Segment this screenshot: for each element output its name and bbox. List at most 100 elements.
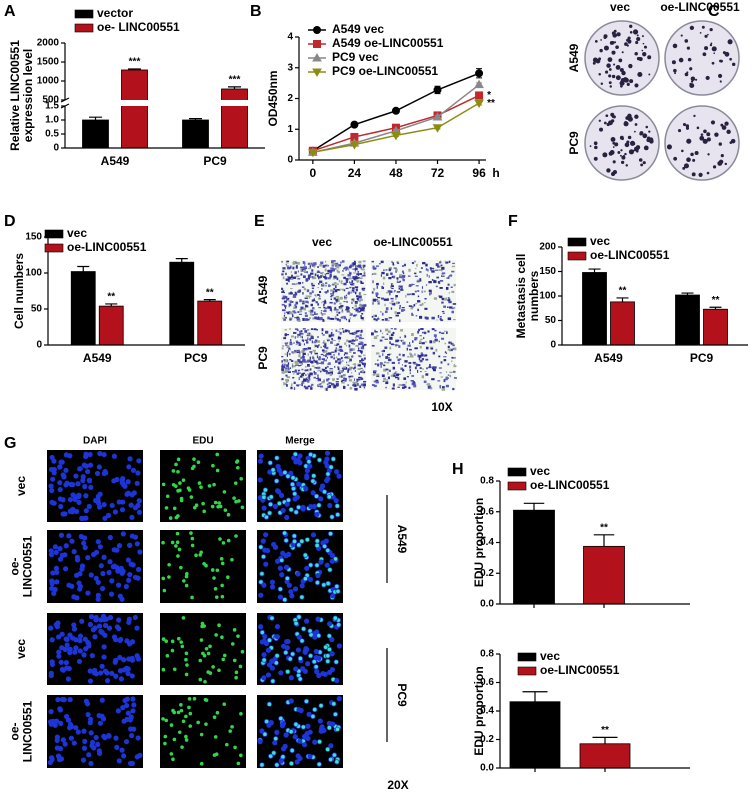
cell: [304, 312, 307, 314]
nucleus: [77, 648, 83, 654]
nucleus: [80, 477, 86, 484]
cell: [287, 345, 290, 349]
cell: [386, 361, 390, 364]
nucleus: [329, 651, 335, 657]
nucleus: [323, 538, 329, 544]
nucleus: [263, 561, 269, 567]
cell: [353, 278, 356, 281]
cell: [297, 333, 301, 336]
cell: [292, 261, 296, 265]
y-tick-label: 0.2: [480, 734, 494, 745]
cell: [336, 265, 340, 269]
cell: [358, 378, 361, 381]
cell: [284, 368, 288, 372]
cell: [294, 291, 297, 293]
colony: [611, 50, 616, 55]
row-label: LINC00551: [21, 535, 35, 597]
cell: [360, 280, 363, 283]
edu-cell: [291, 475, 295, 480]
cell: [310, 352, 313, 355]
edu-cell: [326, 581, 330, 586]
cell: [415, 285, 419, 287]
nucleus: [279, 572, 285, 578]
edu-cell: [335, 760, 339, 764]
cell: [438, 355, 441, 358]
cell: [404, 335, 407, 338]
cell: [393, 302, 396, 306]
cell: [414, 347, 418, 350]
cell: [323, 370, 327, 372]
nucleus: [336, 696, 342, 702]
nucleus: [262, 547, 268, 553]
cell: [291, 335, 294, 338]
nucleus: [50, 570, 56, 576]
cell: [377, 297, 381, 299]
cell: [330, 331, 333, 335]
cell: [443, 298, 448, 301]
edu-cell: [169, 723, 174, 727]
cell: [323, 306, 326, 309]
colony: [593, 156, 598, 161]
significance: **: [600, 522, 608, 533]
colony: [641, 35, 644, 38]
edu-cell: [329, 465, 333, 469]
y-tick-label: 1.0: [45, 115, 59, 126]
cell: [354, 291, 357, 295]
cell: [416, 263, 418, 267]
cell: [378, 263, 381, 265]
cell: [420, 267, 423, 269]
cell: [355, 335, 360, 338]
column-label: EDU: [192, 436, 213, 447]
nucleus: [288, 698, 294, 704]
nucleus: [295, 571, 301, 577]
edu-cell: [213, 735, 218, 739]
edu-cell: [289, 761, 294, 766]
cell: [288, 347, 291, 350]
edu-cell: [171, 483, 176, 487]
cell: [307, 332, 309, 336]
nucleus: [120, 499, 126, 505]
cell: [387, 372, 389, 375]
edu-cell: [301, 725, 306, 729]
cell: [334, 360, 338, 363]
colony: [608, 81, 612, 85]
colony: [612, 160, 616, 164]
x-tick-label: 24: [348, 166, 362, 180]
colony: [731, 62, 736, 67]
cell: [325, 346, 329, 350]
nucleus: [324, 562, 330, 568]
nucleus: [95, 500, 102, 506]
cell: [351, 284, 355, 287]
cell: [360, 378, 362, 381]
cell: [358, 376, 362, 379]
cell: [363, 343, 367, 346]
nucleus: [122, 483, 128, 489]
edu-cell: [327, 725, 332, 730]
cell: [358, 294, 361, 296]
cell: [411, 261, 415, 265]
edu-cell: [181, 719, 186, 724]
cell: [330, 267, 334, 270]
cell: [354, 366, 357, 369]
cell: [324, 284, 328, 287]
nucleus: [95, 741, 101, 748]
nucleus: [328, 743, 334, 749]
colony: [724, 162, 728, 166]
edu-cell: [177, 730, 182, 735]
cell: [318, 356, 321, 358]
nucleus: [101, 644, 107, 650]
significance: **: [206, 287, 214, 298]
nucleus: [283, 564, 290, 570]
edu-cell: [234, 675, 238, 680]
nucleus: [127, 542, 133, 548]
edu-cell: [177, 547, 182, 552]
colony: [706, 137, 711, 142]
cell: [414, 290, 417, 293]
cell: [363, 365, 366, 368]
cell: [347, 368, 351, 371]
cell: [327, 289, 329, 293]
cell: [431, 267, 435, 269]
cell: [408, 387, 411, 389]
cell: [352, 384, 355, 387]
cell: [406, 376, 409, 378]
